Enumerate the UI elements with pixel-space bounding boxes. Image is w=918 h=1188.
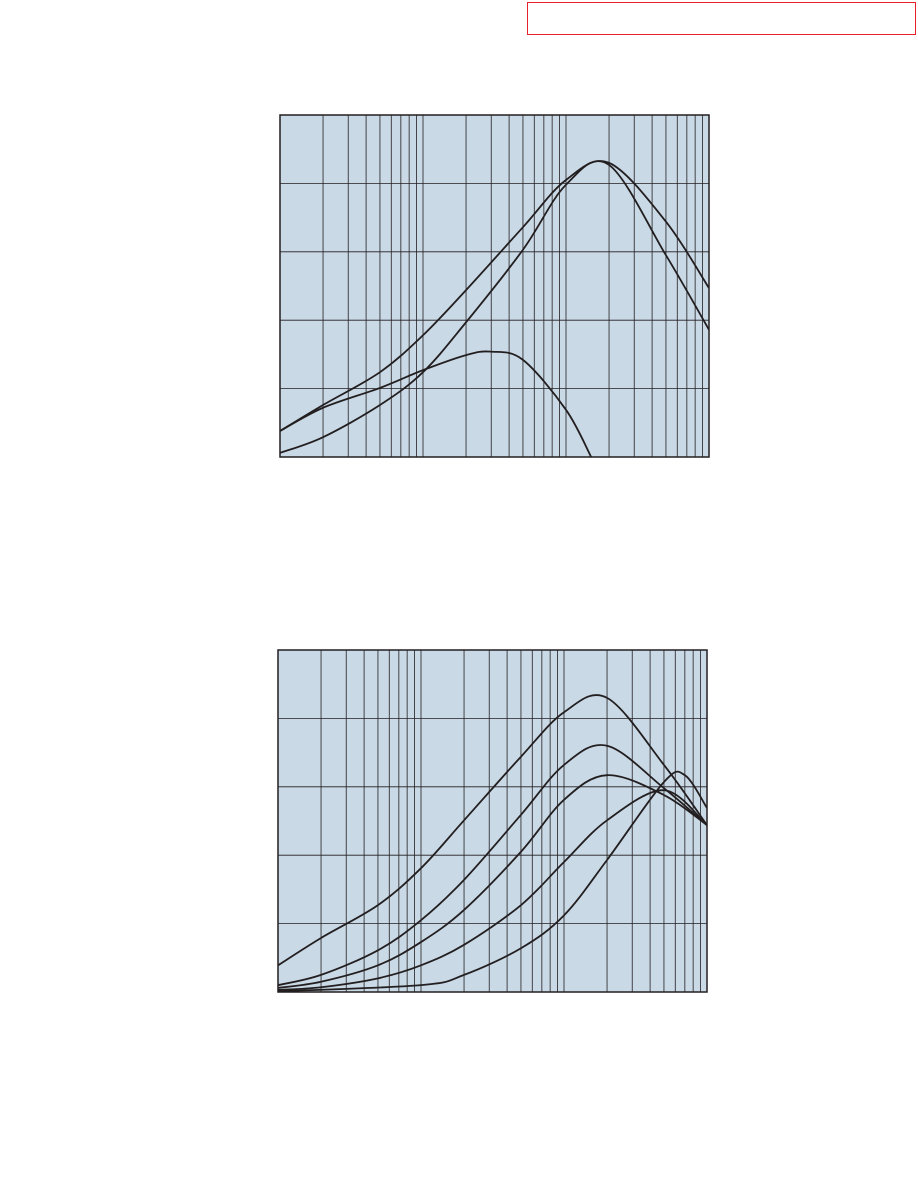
curve <box>278 789 707 991</box>
plot-frame <box>279 114 710 458</box>
curve <box>278 770 707 992</box>
curve <box>278 694 707 967</box>
curve <box>278 774 707 989</box>
plot-background <box>278 650 707 992</box>
chart <box>279 114 710 458</box>
header-box <box>527 2 916 35</box>
chart <box>277 649 708 993</box>
curve <box>280 350 592 457</box>
curve <box>280 160 709 454</box>
plot-frame <box>277 649 708 993</box>
curve <box>280 160 709 432</box>
curve <box>278 744 707 987</box>
